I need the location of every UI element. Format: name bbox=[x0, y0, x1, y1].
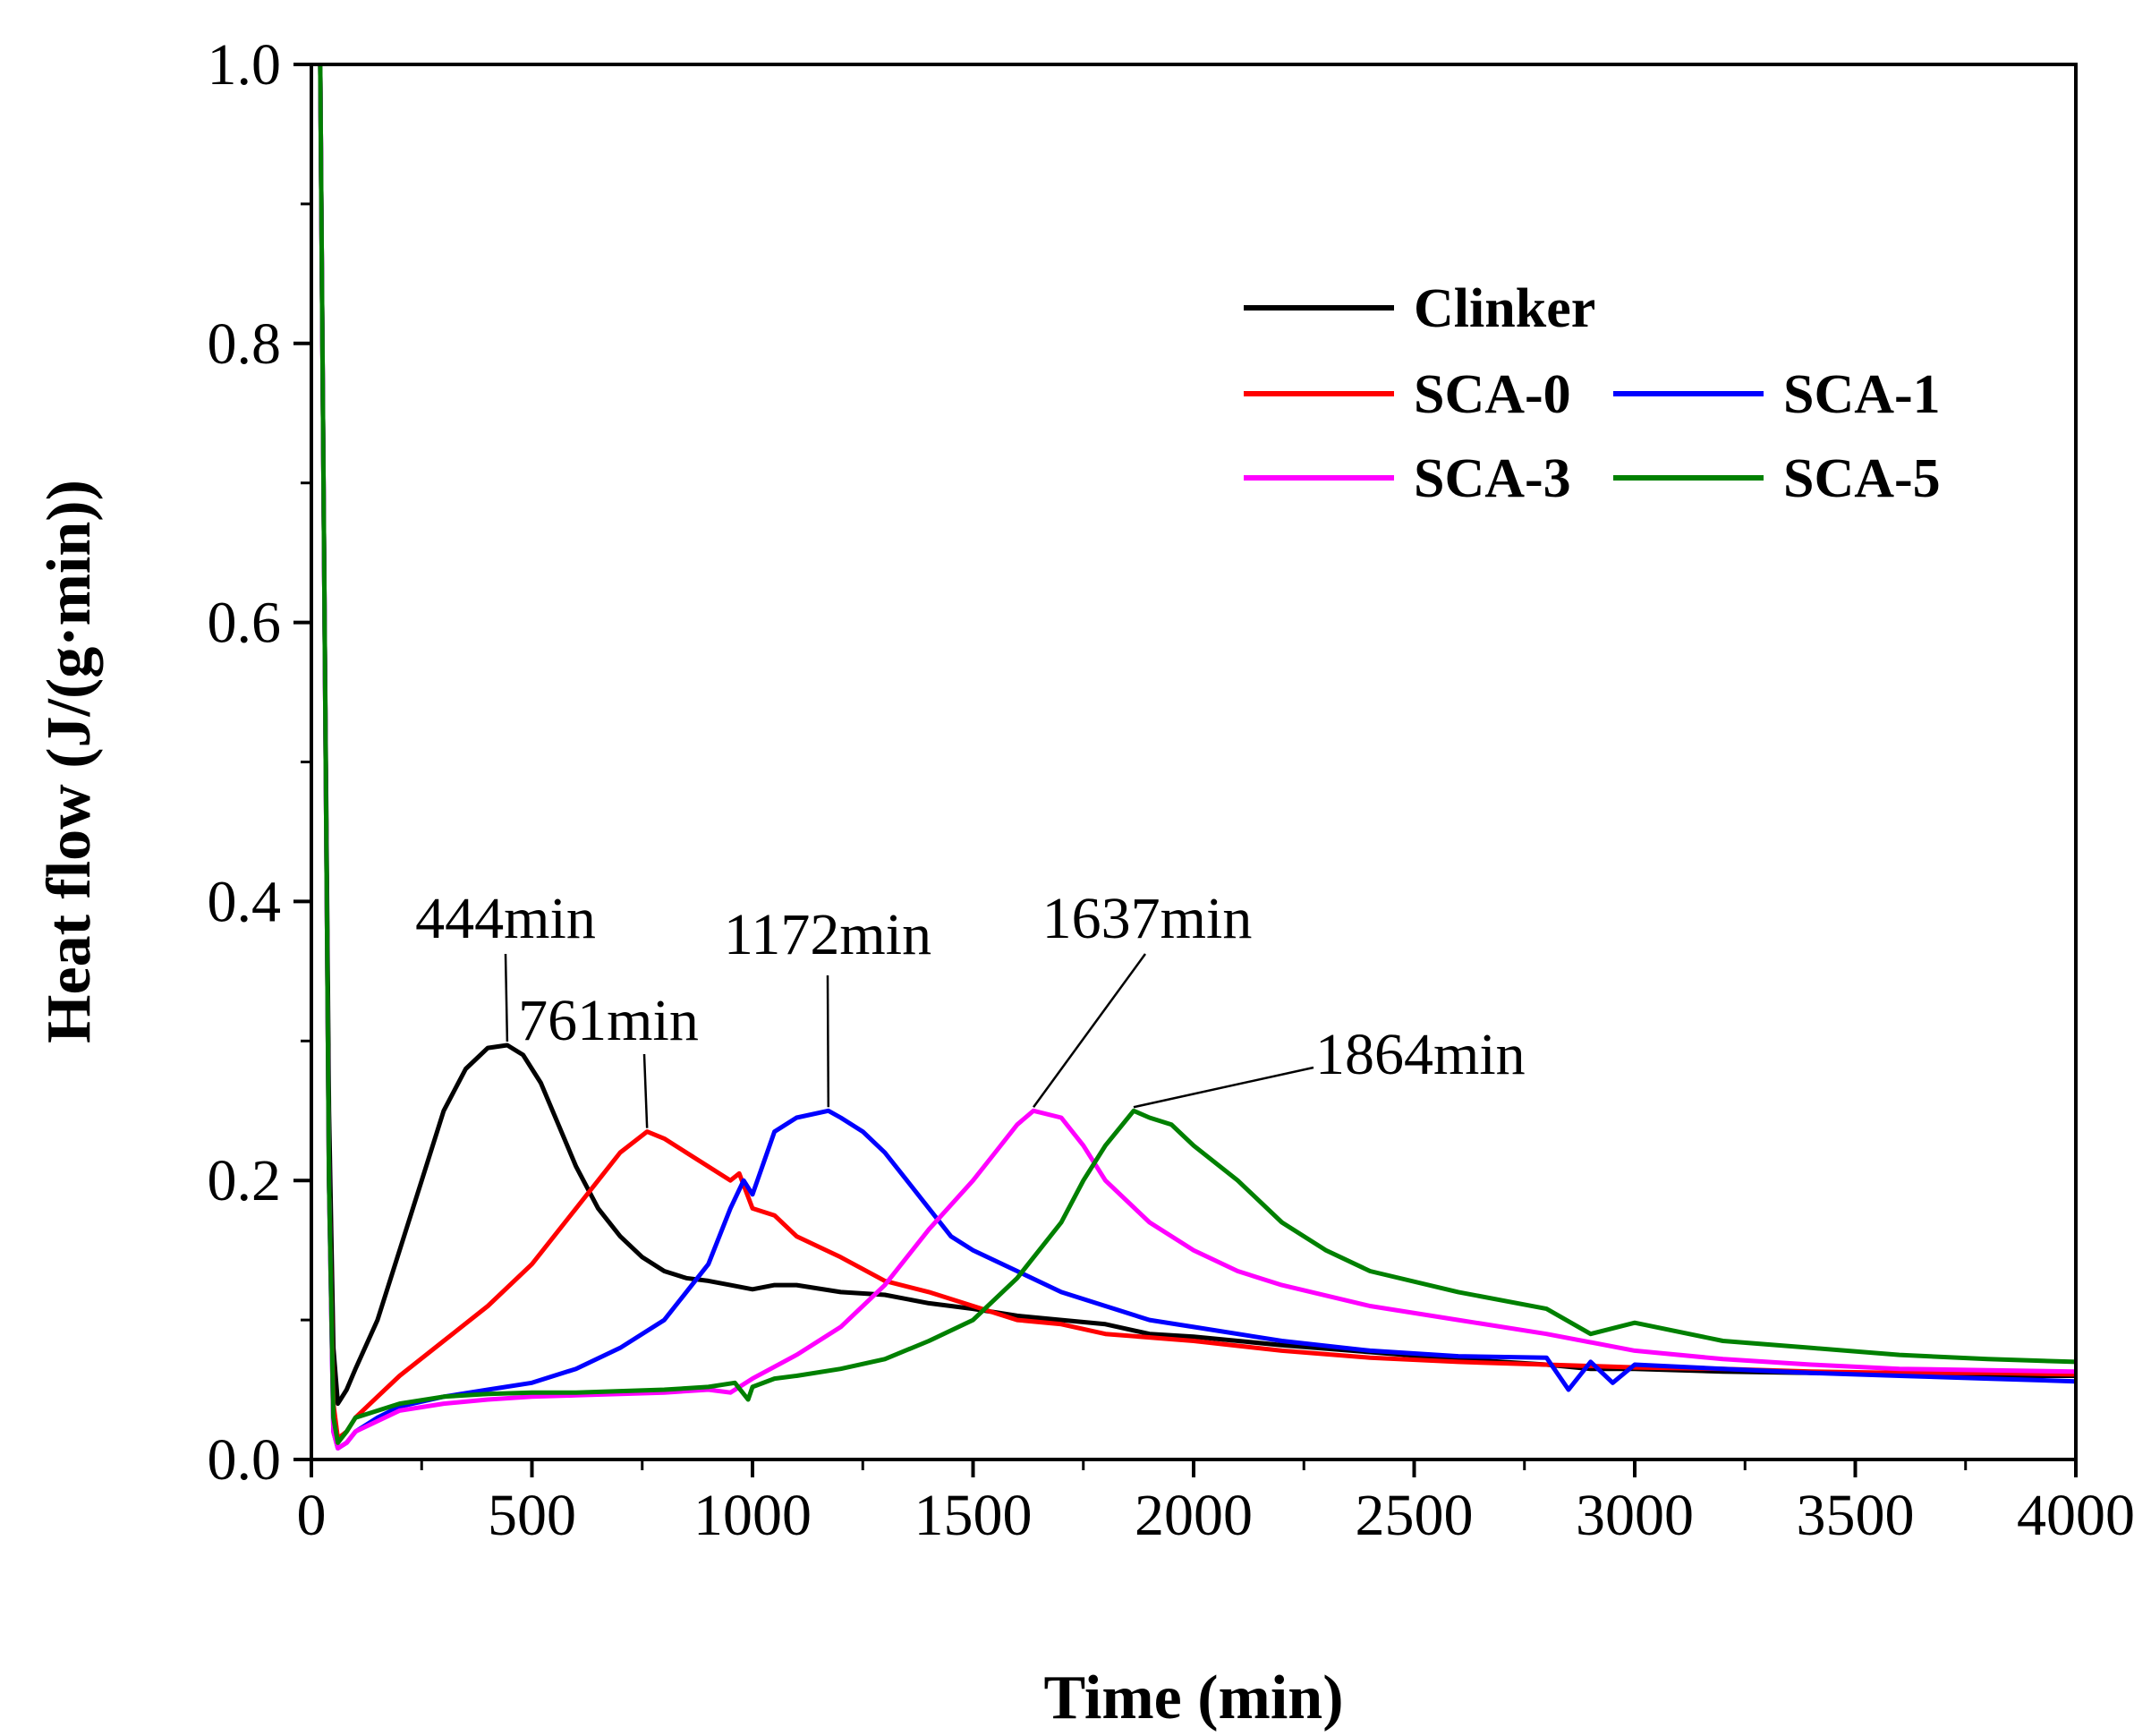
y-tick-label: 0.4 bbox=[208, 869, 282, 934]
x-tick-label: 2000 bbox=[1135, 1483, 1253, 1548]
y-tick-label: 0.8 bbox=[208, 311, 282, 377]
x-tick-label: 3500 bbox=[1797, 1483, 1915, 1548]
x-tick-label: 4000 bbox=[2017, 1483, 2135, 1548]
x-axis: 0 500 1000 1500 2000 2500 3000 3500 4000 bbox=[297, 1459, 2135, 1548]
series-line-sca-3 bbox=[318, 64, 2076, 1451]
legend-label-sca-3: SCA-3 bbox=[1414, 448, 1571, 509]
peak-annotation-label: 1637min bbox=[1042, 886, 1253, 951]
peak-annotation-label: 1172min bbox=[724, 902, 931, 967]
series-line-sca-1 bbox=[318, 64, 2076, 1451]
annotation-leader-line bbox=[826, 974, 830, 1108]
legend-label-sca-0: SCA-0 bbox=[1414, 364, 1571, 425]
annotation-leader-line bbox=[504, 953, 509, 1042]
series-line-sca-5 bbox=[318, 64, 2076, 1445]
annotation-leader-line bbox=[1133, 1066, 1314, 1109]
x-axis-title: Time (min) bbox=[1043, 1664, 1343, 1732]
annotation-leader-line bbox=[642, 1053, 649, 1128]
annotations-layer: 444min 761min 1172min 1637min 1864min bbox=[415, 886, 1526, 1128]
x-tick-label: 500 bbox=[488, 1483, 576, 1548]
peak-annotation-label: 444min bbox=[415, 886, 596, 951]
y-tick-label: 1.0 bbox=[208, 32, 282, 98]
x-tick-label: 0 bbox=[297, 1483, 327, 1548]
annotation-leader-line bbox=[1033, 953, 1147, 1108]
series-line-clinker bbox=[318, 64, 2076, 1407]
x-tick-label: 1000 bbox=[693, 1483, 812, 1548]
x-tick-label: 3000 bbox=[1576, 1483, 1694, 1548]
y-axis-title: Heat flow (J/(g·min)) bbox=[35, 480, 104, 1043]
y-axis: 0.0 0.2 0.4 0.6 0.8 1.0 bbox=[208, 32, 311, 1493]
y-tick-label: 0.6 bbox=[208, 591, 282, 656]
x-tick-label: 1500 bbox=[914, 1483, 1033, 1548]
peak-annotation-label: 761min bbox=[518, 988, 699, 1053]
series-line-sca-0 bbox=[318, 64, 2076, 1442]
legend: Clinker SCA-0 SCA-1 SCA-3 SCA-5 bbox=[1244, 278, 1941, 509]
y-tick-label: 0.2 bbox=[208, 1148, 282, 1213]
legend-label-sca-5: SCA-5 bbox=[1783, 448, 1941, 509]
legend-label-clinker: Clinker bbox=[1414, 278, 1595, 339]
peak-annotation-label: 1864min bbox=[1315, 1022, 1526, 1087]
series-layer bbox=[318, 64, 2076, 1451]
x-tick-label: 2500 bbox=[1356, 1483, 1474, 1548]
legend-label-sca-1: SCA-1 bbox=[1783, 364, 1941, 425]
y-tick-label: 0.0 bbox=[208, 1427, 282, 1493]
